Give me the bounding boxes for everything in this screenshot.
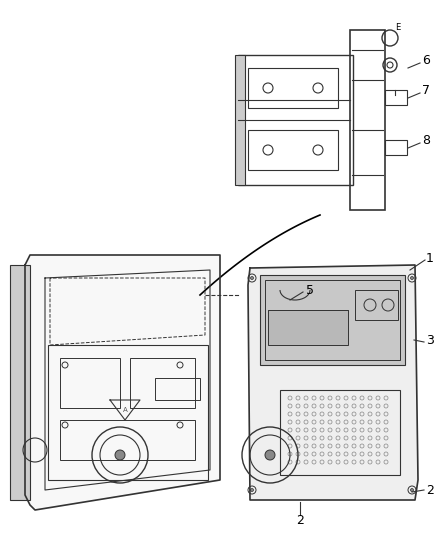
Text: 5: 5: [306, 284, 314, 296]
Bar: [235, 55, 245, 185]
Bar: [238, 55, 353, 185]
Text: 2: 2: [296, 513, 304, 527]
Circle shape: [251, 277, 254, 279]
Bar: [248, 130, 338, 170]
Text: 1: 1: [426, 252, 434, 264]
Circle shape: [410, 277, 413, 279]
Bar: [265, 280, 400, 360]
Text: 7: 7: [422, 84, 430, 96]
Circle shape: [115, 450, 125, 460]
Bar: [385, 90, 407, 105]
Bar: [385, 140, 407, 155]
Bar: [48, 345, 208, 480]
Circle shape: [410, 489, 413, 491]
Circle shape: [251, 489, 254, 491]
Polygon shape: [248, 265, 418, 500]
Bar: [248, 68, 338, 108]
Bar: [60, 358, 120, 408]
Text: E: E: [395, 23, 400, 33]
Text: 3: 3: [426, 334, 434, 346]
Polygon shape: [25, 255, 220, 510]
Text: 6: 6: [422, 53, 430, 67]
Bar: [280, 390, 400, 475]
Bar: [355, 290, 398, 320]
Circle shape: [265, 450, 275, 460]
Bar: [130, 358, 195, 408]
Bar: [155, 378, 200, 400]
Bar: [268, 310, 348, 345]
Bar: [60, 420, 195, 460]
Text: 8: 8: [422, 133, 430, 147]
Text: A: A: [123, 407, 127, 413]
Bar: [260, 275, 405, 365]
Text: 2: 2: [426, 483, 434, 497]
Bar: [10, 265, 30, 500]
Bar: [350, 30, 385, 210]
